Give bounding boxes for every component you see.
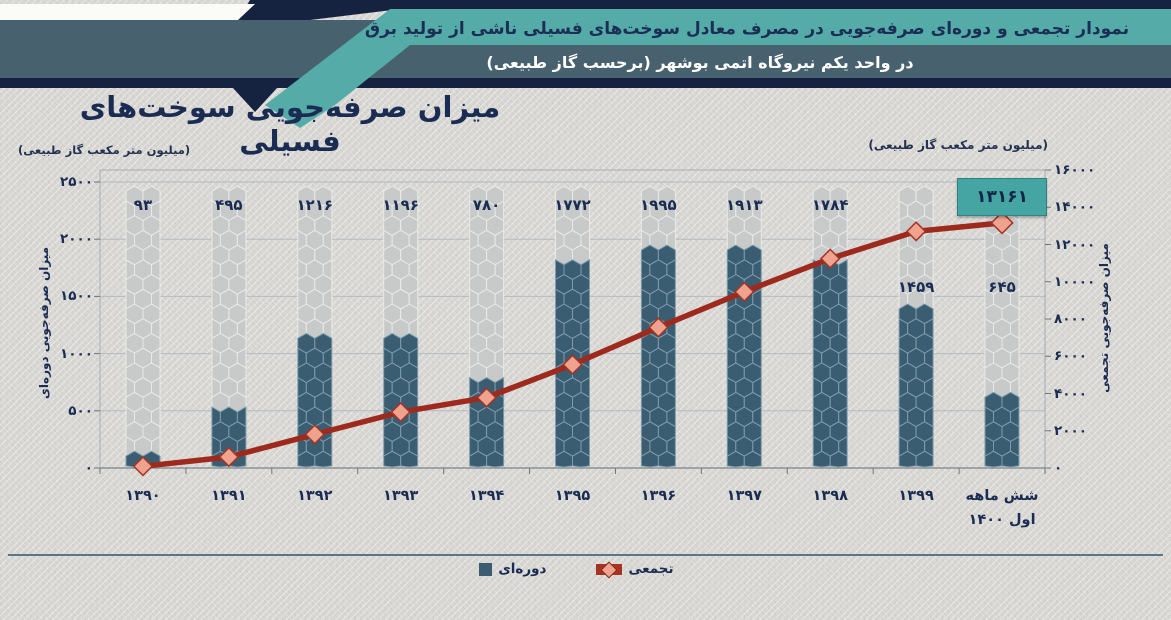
right-axis-tick-label: ۰ <box>1054 460 1063 476</box>
header-white-sliver <box>0 4 255 20</box>
category-label: ۱۳۹۱ <box>211 488 247 504</box>
left-axis-tick-label: ۲۰۰۰ <box>60 231 93 248</box>
legend-cumulative-label: تجمعی <box>628 561 674 577</box>
bar-value-label: ۱۷۸۴ <box>811 196 849 214</box>
legend-periodic-label: دوره‌ای <box>498 561 547 577</box>
honeycomb-cell <box>314 185 333 207</box>
honeycomb-cell <box>228 185 247 207</box>
right-axis-tick-label: ۱۰۰۰۰ <box>1054 273 1096 290</box>
category-label: ۱۳۹۳ <box>382 488 419 504</box>
bar-value-label: ۱۹۹۵ <box>640 196 677 214</box>
category-label: ۱۳۹۹ <box>898 488 934 504</box>
category-label: ۱۳۹۲ <box>297 488 333 504</box>
left-axis-tick-label: ۱۰۰۰ <box>60 345 93 362</box>
honeycomb-cell <box>657 244 676 266</box>
header-teal-band <box>352 9 1171 45</box>
category-label: ۱۳۹۵ <box>554 488 591 504</box>
bar-value-label: ۱۴۵۹ <box>897 278 935 296</box>
bar-value-label: ۷۸۰ <box>472 196 501 214</box>
honeycomb-cell <box>915 185 934 207</box>
line-marker <box>905 221 927 242</box>
bar-value-label: ۱۱۹۶ <box>382 196 419 214</box>
right-axis-tick-label: ۲۰۰۰ <box>1054 422 1087 439</box>
honeycomb-cell <box>400 185 419 207</box>
category-label: شش ماهه <box>965 488 1039 504</box>
line-marker <box>648 317 669 338</box>
honeycomb-cell <box>1001 391 1020 413</box>
honeycomb-cell <box>236 406 247 428</box>
bar-value-label: ۱۲۱۶ <box>296 196 334 214</box>
header-navy-rule <box>0 78 1171 88</box>
category-label: ۱۳۹۸ <box>812 488 848 504</box>
line-marker <box>562 354 583 375</box>
bar-value-label: ۱۷۷۲ <box>554 196 591 214</box>
legend: دوره‌ای تجمعی <box>0 561 1171 578</box>
right-axis-tick-label: ۱۲۰۰۰ <box>1054 236 1096 253</box>
category-label: ۱۳۹۰ <box>125 488 161 504</box>
honeycomb-cell <box>580 258 590 281</box>
left-axis-title: میزان صرفه‌جویی دوره‌ای <box>37 246 51 400</box>
header-line1: نمودار تجمعی و دوره‌ای صرفه‌جویی در مصرف… <box>364 19 1130 39</box>
category-label: ۱۳۹۴ <box>468 488 505 504</box>
category-label: ۱۳۹۶ <box>640 488 677 504</box>
right-axis-tick-label: ۴۰۰۰ <box>1054 385 1087 402</box>
line-marker <box>990 211 1014 235</box>
right-axis-tick-label: ۶۰۰۰ <box>1054 348 1087 365</box>
periodic-swatch-icon <box>479 562 493 576</box>
bar-value-label: ۹۳ <box>133 196 153 214</box>
honeycomb-cell <box>314 332 333 354</box>
line-marker <box>476 387 497 408</box>
line-marker <box>132 456 154 477</box>
left-axis-tick-label: ۲۵۰۰ <box>60 174 93 190</box>
honeycomb-cell <box>486 185 505 207</box>
unit-note-left: (میلیون متر مکعب گاز طبیعی) <box>18 143 191 157</box>
honeycomb-cell <box>743 185 762 207</box>
category-label: اول ۱۴۰۰ <box>968 512 1036 528</box>
line-marker <box>734 281 755 303</box>
honeycomb-cell <box>743 244 762 266</box>
right-axis-title: میزان صرفه‌جویی تجمعی <box>1097 243 1111 393</box>
bar-value-label: ۶۴۵ <box>988 278 1016 296</box>
honeycomb-cell <box>142 185 161 207</box>
cumulative-total-badge: ۱۳۱۶۱ <box>957 178 1047 216</box>
bar-value-label: ۱۹۱۳ <box>726 196 763 214</box>
category-label: ۱۳۹۷ <box>726 488 763 504</box>
bar-value-label: ۴۹۵ <box>215 196 243 214</box>
honeycomb-cell <box>838 258 848 281</box>
line-marker <box>390 401 411 423</box>
left-axis-tick-label: ۵۰۰ <box>68 402 93 419</box>
cumulative-swatch-icon <box>596 561 623 578</box>
honeycomb-cell <box>400 332 419 354</box>
line-marker <box>218 446 240 468</box>
line-marker <box>819 248 841 269</box>
left-axis-tick-label: ۰ <box>84 460 93 476</box>
chart-title: میزان صرفه‌جویی سوخت‌های فسیلی <box>79 90 501 158</box>
right-axis-tick-label: ۱۴۰۰۰ <box>1054 199 1096 216</box>
unit-note-right: (میلیون متر مکعب گاز طبیعی) <box>868 138 1048 152</box>
footer-divider <box>8 554 1163 556</box>
right-axis-tick-label: ۱۶۰۰۰ <box>1054 162 1096 178</box>
line-marker <box>304 424 326 445</box>
honeycomb-cell <box>829 185 848 207</box>
header-line2: در واحد یکم نیروگاه اتمی بوشهر (برحسب گا… <box>486 53 914 72</box>
honeycomb-cell <box>915 303 934 325</box>
honeycomb-cell <box>572 185 590 207</box>
left-axis-tick-label: ۱۵۰۰ <box>60 288 93 305</box>
right-axis-tick-label: ۸۰۰۰ <box>1054 311 1087 327</box>
honeycomb-cell <box>657 185 676 207</box>
